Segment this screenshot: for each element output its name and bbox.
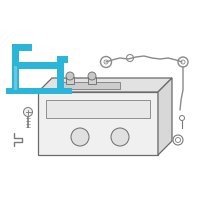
Polygon shape xyxy=(14,66,17,90)
Circle shape xyxy=(88,72,96,80)
Polygon shape xyxy=(12,44,19,68)
Polygon shape xyxy=(38,78,172,92)
Polygon shape xyxy=(158,78,172,155)
Polygon shape xyxy=(12,88,70,94)
Circle shape xyxy=(111,128,129,146)
Polygon shape xyxy=(12,44,32,51)
Polygon shape xyxy=(12,64,19,92)
Polygon shape xyxy=(57,62,64,92)
Circle shape xyxy=(66,72,74,80)
Polygon shape xyxy=(64,88,72,94)
Bar xyxy=(46,100,150,118)
Polygon shape xyxy=(57,56,68,63)
Circle shape xyxy=(24,108,32,116)
Polygon shape xyxy=(38,92,158,155)
Bar xyxy=(88,77,96,84)
Polygon shape xyxy=(6,88,14,94)
Polygon shape xyxy=(12,62,64,69)
Bar xyxy=(66,77,74,84)
Circle shape xyxy=(71,128,89,146)
Polygon shape xyxy=(60,82,120,89)
